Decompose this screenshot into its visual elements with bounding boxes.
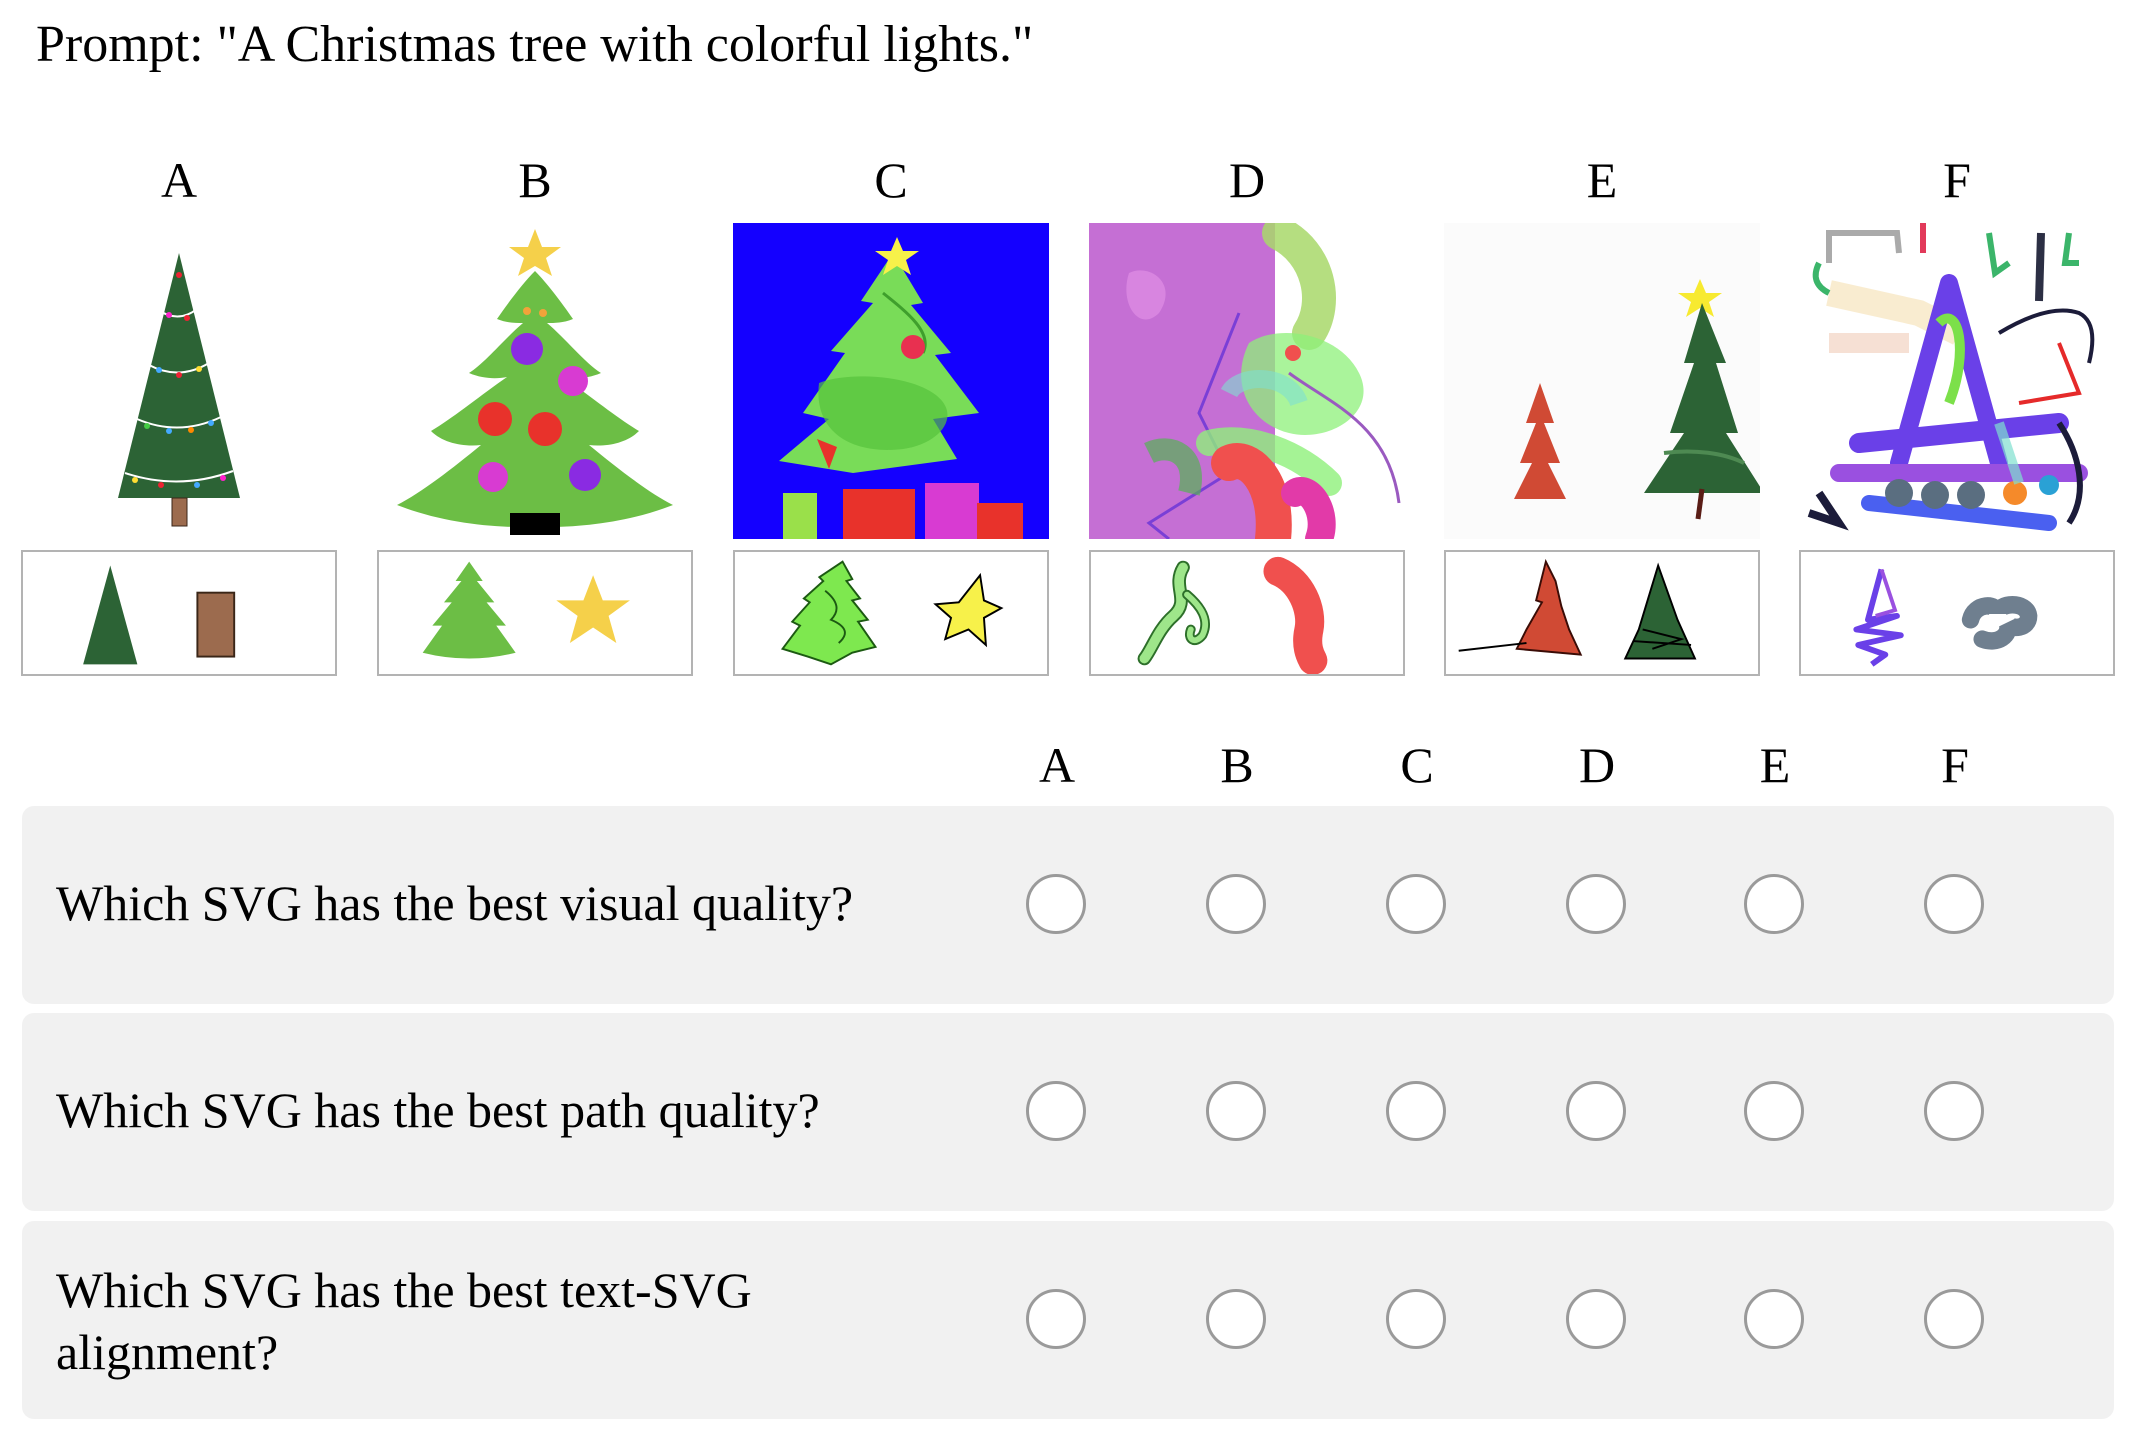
tree-part-icon — [1623, 562, 1697, 660]
svg-parts-a — [21, 550, 337, 676]
tree-part-icon — [422, 561, 516, 659]
svg-image-b — [377, 223, 693, 539]
radio-q3-d[interactable] — [1566, 1289, 1626, 1349]
svg-parts-c — [733, 550, 1049, 676]
radio-q3-c[interactable] — [1386, 1289, 1446, 1349]
radio-q3-f[interactable] — [1924, 1289, 1984, 1349]
svg-image-e — [1444, 223, 1760, 539]
svg-option-a: A — [21, 150, 337, 678]
radio-q3-a[interactable] — [1026, 1289, 1086, 1349]
radio-q1-d[interactable] — [1566, 874, 1626, 934]
radio-q1-f[interactable] — [1924, 874, 1984, 934]
tree-part-icon — [1139, 562, 1188, 664]
radio-q2-a[interactable] — [1026, 1081, 1086, 1141]
option-label-e: E — [1586, 152, 1618, 208]
radio-q2-b[interactable] — [1206, 1081, 1266, 1141]
svg-parts-d — [1089, 550, 1405, 676]
header-option-c: C — [1400, 737, 1434, 793]
radio-q1-c[interactable] — [1386, 874, 1446, 934]
question-text: Which SVG has the best visual quality? — [56, 875, 854, 931]
svg-image-f — [1799, 223, 2115, 539]
option-label-f: F — [1943, 152, 1971, 208]
svg-parts-e — [1444, 550, 1760, 676]
question-text: Which SVG has the best path quality? — [56, 1082, 820, 1138]
svg-option-f: F — [1799, 150, 2115, 678]
radio-q3-e[interactable] — [1744, 1289, 1804, 1349]
radio-q1-b[interactable] — [1206, 874, 1266, 934]
option-label-b: B — [518, 152, 552, 208]
svg-parts-f — [1799, 550, 2115, 676]
radio-q2-f[interactable] — [1924, 1081, 1984, 1141]
svg-option-c: C — [733, 150, 1049, 678]
star-part-icon — [556, 575, 630, 644]
question-row-text-svg-alignment: Which SVG has the best text-SVG alignmen… — [22, 1221, 2114, 1419]
svg-image-c — [733, 223, 1049, 539]
abstract-stroke-icon — [1263, 556, 1328, 674]
question-text: Which SVG has the best text-SVG alignmen… — [56, 1262, 752, 1380]
option-label-a: A — [160, 152, 198, 208]
svg-image-a — [21, 223, 337, 539]
header-option-a: A — [1038, 737, 1076, 793]
trunk-part-icon — [196, 591, 236, 658]
tree-part-icon — [1515, 558, 1583, 656]
header-option-d: D — [1578, 737, 1616, 793]
prompt-text: Prompt: "A Christmas tree with colorful … — [36, 16, 1034, 73]
svg-parts-b — [377, 550, 693, 676]
radio-q3-b[interactable] — [1206, 1289, 1266, 1349]
option-label-c: C — [874, 152, 908, 208]
option-label-d: D — [1228, 152, 1266, 208]
star-part-icon — [933, 572, 1004, 648]
header-option-f: F — [1941, 737, 1969, 793]
header-option-b: B — [1220, 737, 1254, 793]
radio-q2-c[interactable] — [1386, 1081, 1446, 1141]
tree-part-icon — [1853, 568, 1904, 667]
svg-option-e: E — [1444, 150, 1760, 678]
radio-q1-e[interactable] — [1744, 874, 1804, 934]
radio-q1-a[interactable] — [1026, 874, 1086, 934]
svg-option-b: B — [377, 150, 693, 678]
abstract-stroke-icon — [1961, 596, 2038, 650]
question-row-path-quality: Which SVG has the best path quality? — [22, 1013, 2114, 1211]
tree-part-icon — [83, 565, 138, 665]
radio-q2-e[interactable] — [1744, 1081, 1804, 1141]
svg-image-d — [1089, 223, 1405, 539]
question-row-visual-quality: Which SVG has the best visual quality? — [22, 806, 2114, 1004]
header-option-e: E — [1759, 737, 1791, 793]
radio-q2-d[interactable] — [1566, 1081, 1626, 1141]
tree-part-icon — [780, 560, 878, 666]
svg-option-d: D — [1089, 150, 1405, 678]
